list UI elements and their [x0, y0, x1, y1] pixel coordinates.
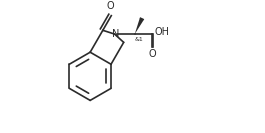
Text: &1: &1 [135, 37, 144, 42]
Text: N: N [112, 29, 119, 39]
Text: O: O [106, 1, 114, 11]
Text: OH: OH [155, 27, 170, 37]
Text: O: O [149, 49, 156, 59]
Polygon shape [135, 18, 144, 34]
